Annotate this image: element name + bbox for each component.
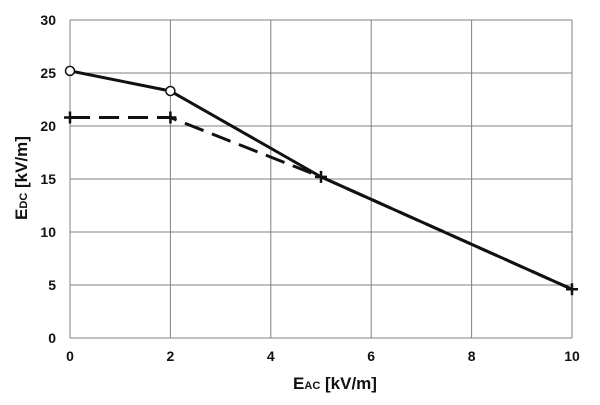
y-tick-labels: 0 5 10 15 20 25 30 (40, 12, 56, 346)
y-tick-label: 5 (48, 277, 56, 293)
x-tick-label: 0 (66, 348, 74, 364)
grid (69, 19, 573, 339)
data-point-plus (64, 111, 76, 124)
series-line-dashed (70, 116, 573, 291)
y-axis-title-subscript: DC (18, 193, 30, 209)
x-axis-title: EAC [kV/m] (293, 374, 377, 393)
y-tick-label: 15 (40, 171, 56, 187)
x-tick-label: 8 (468, 348, 476, 364)
data-point-plus (315, 170, 327, 183)
series-layer (64, 65, 578, 296)
y-axis-title-suffix: [kV/m] (12, 136, 31, 193)
y-axis-title: EDC [kV/m] (12, 136, 31, 220)
y-tick-label: 20 (40, 118, 56, 134)
x-axis-title-prefix: E (293, 374, 304, 393)
x-tick-label: 4 (267, 348, 275, 364)
x-tick-label: 10 (564, 348, 580, 364)
x-axis-title-suffix: [kV/m] (320, 374, 377, 393)
x-tick-label: 6 (367, 348, 375, 364)
y-tick-label: 10 (40, 224, 56, 240)
y-tick-label: 0 (48, 330, 56, 346)
data-point-circle (64, 65, 76, 77)
data-point-plus (566, 283, 578, 296)
y-axis-title-prefix: E (12, 209, 31, 220)
y-tick-label: 25 (40, 65, 56, 81)
data-point-circle (165, 85, 176, 97)
x-tick-label: 2 (167, 348, 175, 364)
data-point-plus (164, 111, 177, 124)
y-tick-label: 30 (40, 12, 56, 28)
series-line-solid (69, 69, 573, 291)
x-axis-title-subscript: AC (304, 380, 320, 392)
x-tick-labels: 0 2 4 6 8 10 (66, 348, 580, 364)
